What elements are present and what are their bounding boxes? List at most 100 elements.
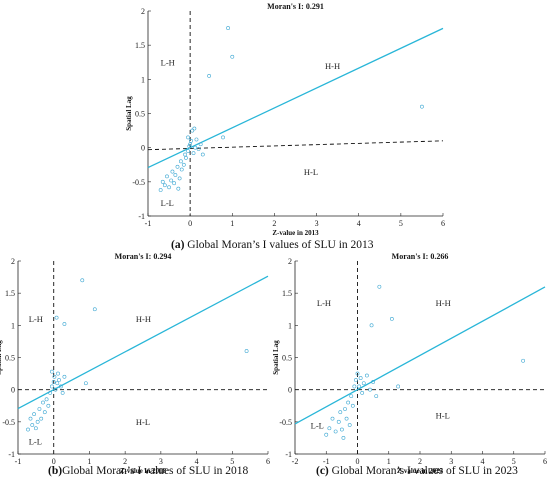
y-tick-label: 1.5	[135, 41, 145, 50]
data-point	[37, 407, 42, 411]
x-tick-label: 6	[441, 219, 445, 228]
data-point	[35, 419, 40, 424]
data-point	[354, 378, 358, 382]
data-point	[178, 159, 183, 164]
chart-title: Moran's I: 0.291	[267, 2, 324, 11]
data-point	[179, 167, 184, 172]
data-point	[333, 429, 338, 434]
data-point	[192, 126, 197, 131]
data-point	[188, 142, 193, 147]
data-point	[83, 381, 88, 386]
data-point	[357, 384, 361, 389]
data-point	[186, 135, 190, 140]
y-tick-label: 1	[11, 321, 15, 330]
caption-b-text: Global Moran’s I values of SLU in 2018	[62, 465, 249, 477]
data-point	[187, 144, 192, 149]
data-point	[244, 349, 249, 353]
data-point	[39, 416, 44, 421]
y-tick-label: 0.5	[135, 110, 145, 119]
data-point	[181, 162, 186, 167]
data-point	[165, 174, 169, 179]
x-tick-label: 3	[315, 219, 319, 228]
y-tick-label: 0	[288, 386, 292, 395]
y-tick-label: 1	[288, 321, 292, 330]
data-point	[80, 278, 85, 283]
data-point	[347, 423, 352, 427]
data-point	[26, 427, 30, 432]
quadrant-label-ll: L-L	[311, 420, 324, 430]
data-point	[377, 284, 382, 289]
x-tick-label: 1	[387, 457, 391, 466]
data-point	[162, 183, 167, 188]
data-point	[324, 432, 329, 437]
x-tick-label: 1	[230, 219, 234, 228]
data-point	[193, 145, 198, 150]
data-point	[344, 416, 349, 421]
data-point	[32, 412, 36, 417]
x-tick-label: -1	[145, 219, 152, 228]
quadrant-label-hh: H-H	[436, 298, 451, 308]
caption-c-letter: (c)	[316, 465, 329, 477]
data-point	[339, 427, 344, 432]
x-tick-label: 6	[266, 457, 270, 466]
x-axis-title: Z-value in 2013	[272, 229, 319, 237]
data-point	[56, 371, 60, 376]
data-point	[190, 128, 195, 133]
data-point	[198, 142, 203, 147]
x-tick-label: -2	[292, 457, 299, 466]
data-point	[60, 390, 65, 395]
data-point	[62, 322, 67, 326]
caption-b-letter: (b)	[48, 465, 63, 477]
data-point	[396, 384, 401, 389]
data-point	[92, 307, 97, 312]
data-point	[343, 407, 347, 411]
data-point	[368, 387, 372, 392]
x-tick-label: 2	[123, 457, 127, 466]
x-tick-label: 6	[543, 457, 547, 466]
data-point	[336, 419, 341, 424]
data-point	[50, 369, 54, 374]
x-tick-label: 3	[449, 457, 453, 466]
quadrant-label-hl: H-L	[136, 417, 150, 427]
data-point	[53, 387, 58, 392]
x-axis-title: Z-value in 2023	[397, 467, 444, 475]
y-tick-label: -1	[285, 450, 292, 459]
y-tick-label: -0.5	[132, 178, 145, 187]
data-point	[28, 416, 33, 421]
x-tick-label: 4	[481, 457, 485, 466]
data-point	[41, 400, 45, 405]
y-tick-label: 0	[141, 144, 145, 153]
y-tick-label: -1	[138, 212, 145, 221]
x-tick-label: 5	[230, 457, 234, 466]
data-point	[361, 381, 366, 386]
caption-b: (b)Global Moran’s I values of SLU in 201…	[48, 465, 248, 477]
x-tick-label: 2	[272, 219, 276, 228]
x-tick-label: 4	[195, 457, 199, 466]
y-tick-label: 0	[11, 386, 15, 395]
data-point	[200, 152, 205, 157]
data-point	[207, 74, 212, 78]
y-tick-label: 1.5	[282, 289, 292, 298]
regression-line	[17, 275, 269, 410]
data-point	[62, 374, 67, 379]
y-tick-label: 2	[288, 257, 292, 266]
x-tick-label: 2	[418, 457, 422, 466]
quadrant-label-hh: H-H	[136, 314, 151, 324]
data-point	[160, 179, 165, 184]
data-point	[186, 149, 190, 153]
regression-line	[147, 27, 444, 169]
data-point	[330, 416, 335, 421]
data-point	[184, 156, 188, 160]
data-point	[177, 176, 182, 181]
data-point	[167, 185, 171, 190]
data-point	[355, 371, 360, 376]
data-point	[221, 135, 225, 140]
quadrant-label-lh: L-H	[29, 314, 43, 324]
data-point	[230, 54, 235, 59]
caption-a: (a) Global Moran’s I values of SLU in 20…	[171, 239, 374, 251]
data-point	[349, 394, 354, 399]
quadrant-label-ll: L-L	[29, 436, 42, 446]
